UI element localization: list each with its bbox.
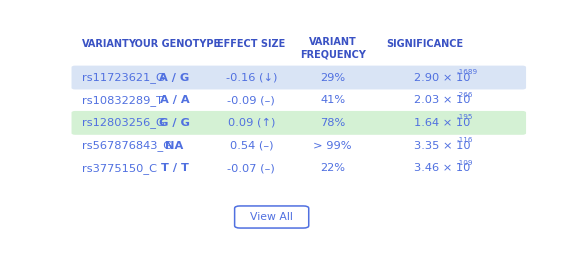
Text: T / T: T / T — [160, 163, 188, 173]
FancyBboxPatch shape — [72, 111, 526, 135]
Text: A / A: A / A — [160, 95, 189, 105]
Text: 2.03 × 10: 2.03 × 10 — [414, 95, 470, 105]
Text: rs10832289_T: rs10832289_T — [82, 95, 163, 106]
Text: -1689: -1689 — [457, 69, 478, 75]
Text: View All: View All — [250, 212, 293, 222]
Text: -266: -266 — [457, 92, 473, 98]
Text: rs12803256_G: rs12803256_G — [82, 118, 164, 128]
Text: EFFECT SIZE: EFFECT SIZE — [217, 39, 286, 49]
FancyBboxPatch shape — [72, 66, 526, 89]
Text: rs3775150_C: rs3775150_C — [82, 163, 157, 174]
Text: A / G: A / G — [159, 72, 189, 82]
Text: 0.09 (↑): 0.09 (↑) — [227, 118, 275, 128]
Text: VARIANT: VARIANT — [82, 39, 129, 49]
Text: rs567876843_G: rs567876843_G — [82, 140, 172, 151]
Text: G / G: G / G — [159, 118, 190, 128]
Text: rs11723621_G: rs11723621_G — [82, 72, 164, 83]
Text: -0.09 (–): -0.09 (–) — [227, 95, 275, 105]
Text: 1.64 × 10: 1.64 × 10 — [414, 118, 470, 128]
Text: 41%: 41% — [320, 95, 345, 105]
Text: VARIANT
FREQUENCY: VARIANT FREQUENCY — [300, 37, 366, 59]
Text: 3.46 × 10: 3.46 × 10 — [414, 163, 470, 173]
Text: -109: -109 — [457, 160, 473, 166]
Text: 3.35 × 10: 3.35 × 10 — [414, 141, 470, 151]
Text: YOUR GENOTYPE: YOUR GENOTYPE — [128, 39, 220, 49]
Text: > 99%: > 99% — [314, 141, 352, 151]
Text: 29%: 29% — [320, 72, 345, 82]
Text: NA: NA — [166, 141, 184, 151]
Text: SIGNIFICANCE: SIGNIFICANCE — [387, 39, 464, 49]
Text: 2.90 × 10: 2.90 × 10 — [414, 72, 470, 82]
Text: -0.16 (↓): -0.16 (↓) — [226, 72, 277, 82]
Text: 78%: 78% — [320, 118, 345, 128]
Text: 0.54 (–): 0.54 (–) — [230, 141, 273, 151]
Text: -0.07 (–): -0.07 (–) — [227, 163, 275, 173]
Text: 22%: 22% — [320, 163, 345, 173]
FancyBboxPatch shape — [234, 206, 309, 228]
Text: -116: -116 — [457, 137, 473, 143]
Text: -195: -195 — [457, 114, 473, 120]
